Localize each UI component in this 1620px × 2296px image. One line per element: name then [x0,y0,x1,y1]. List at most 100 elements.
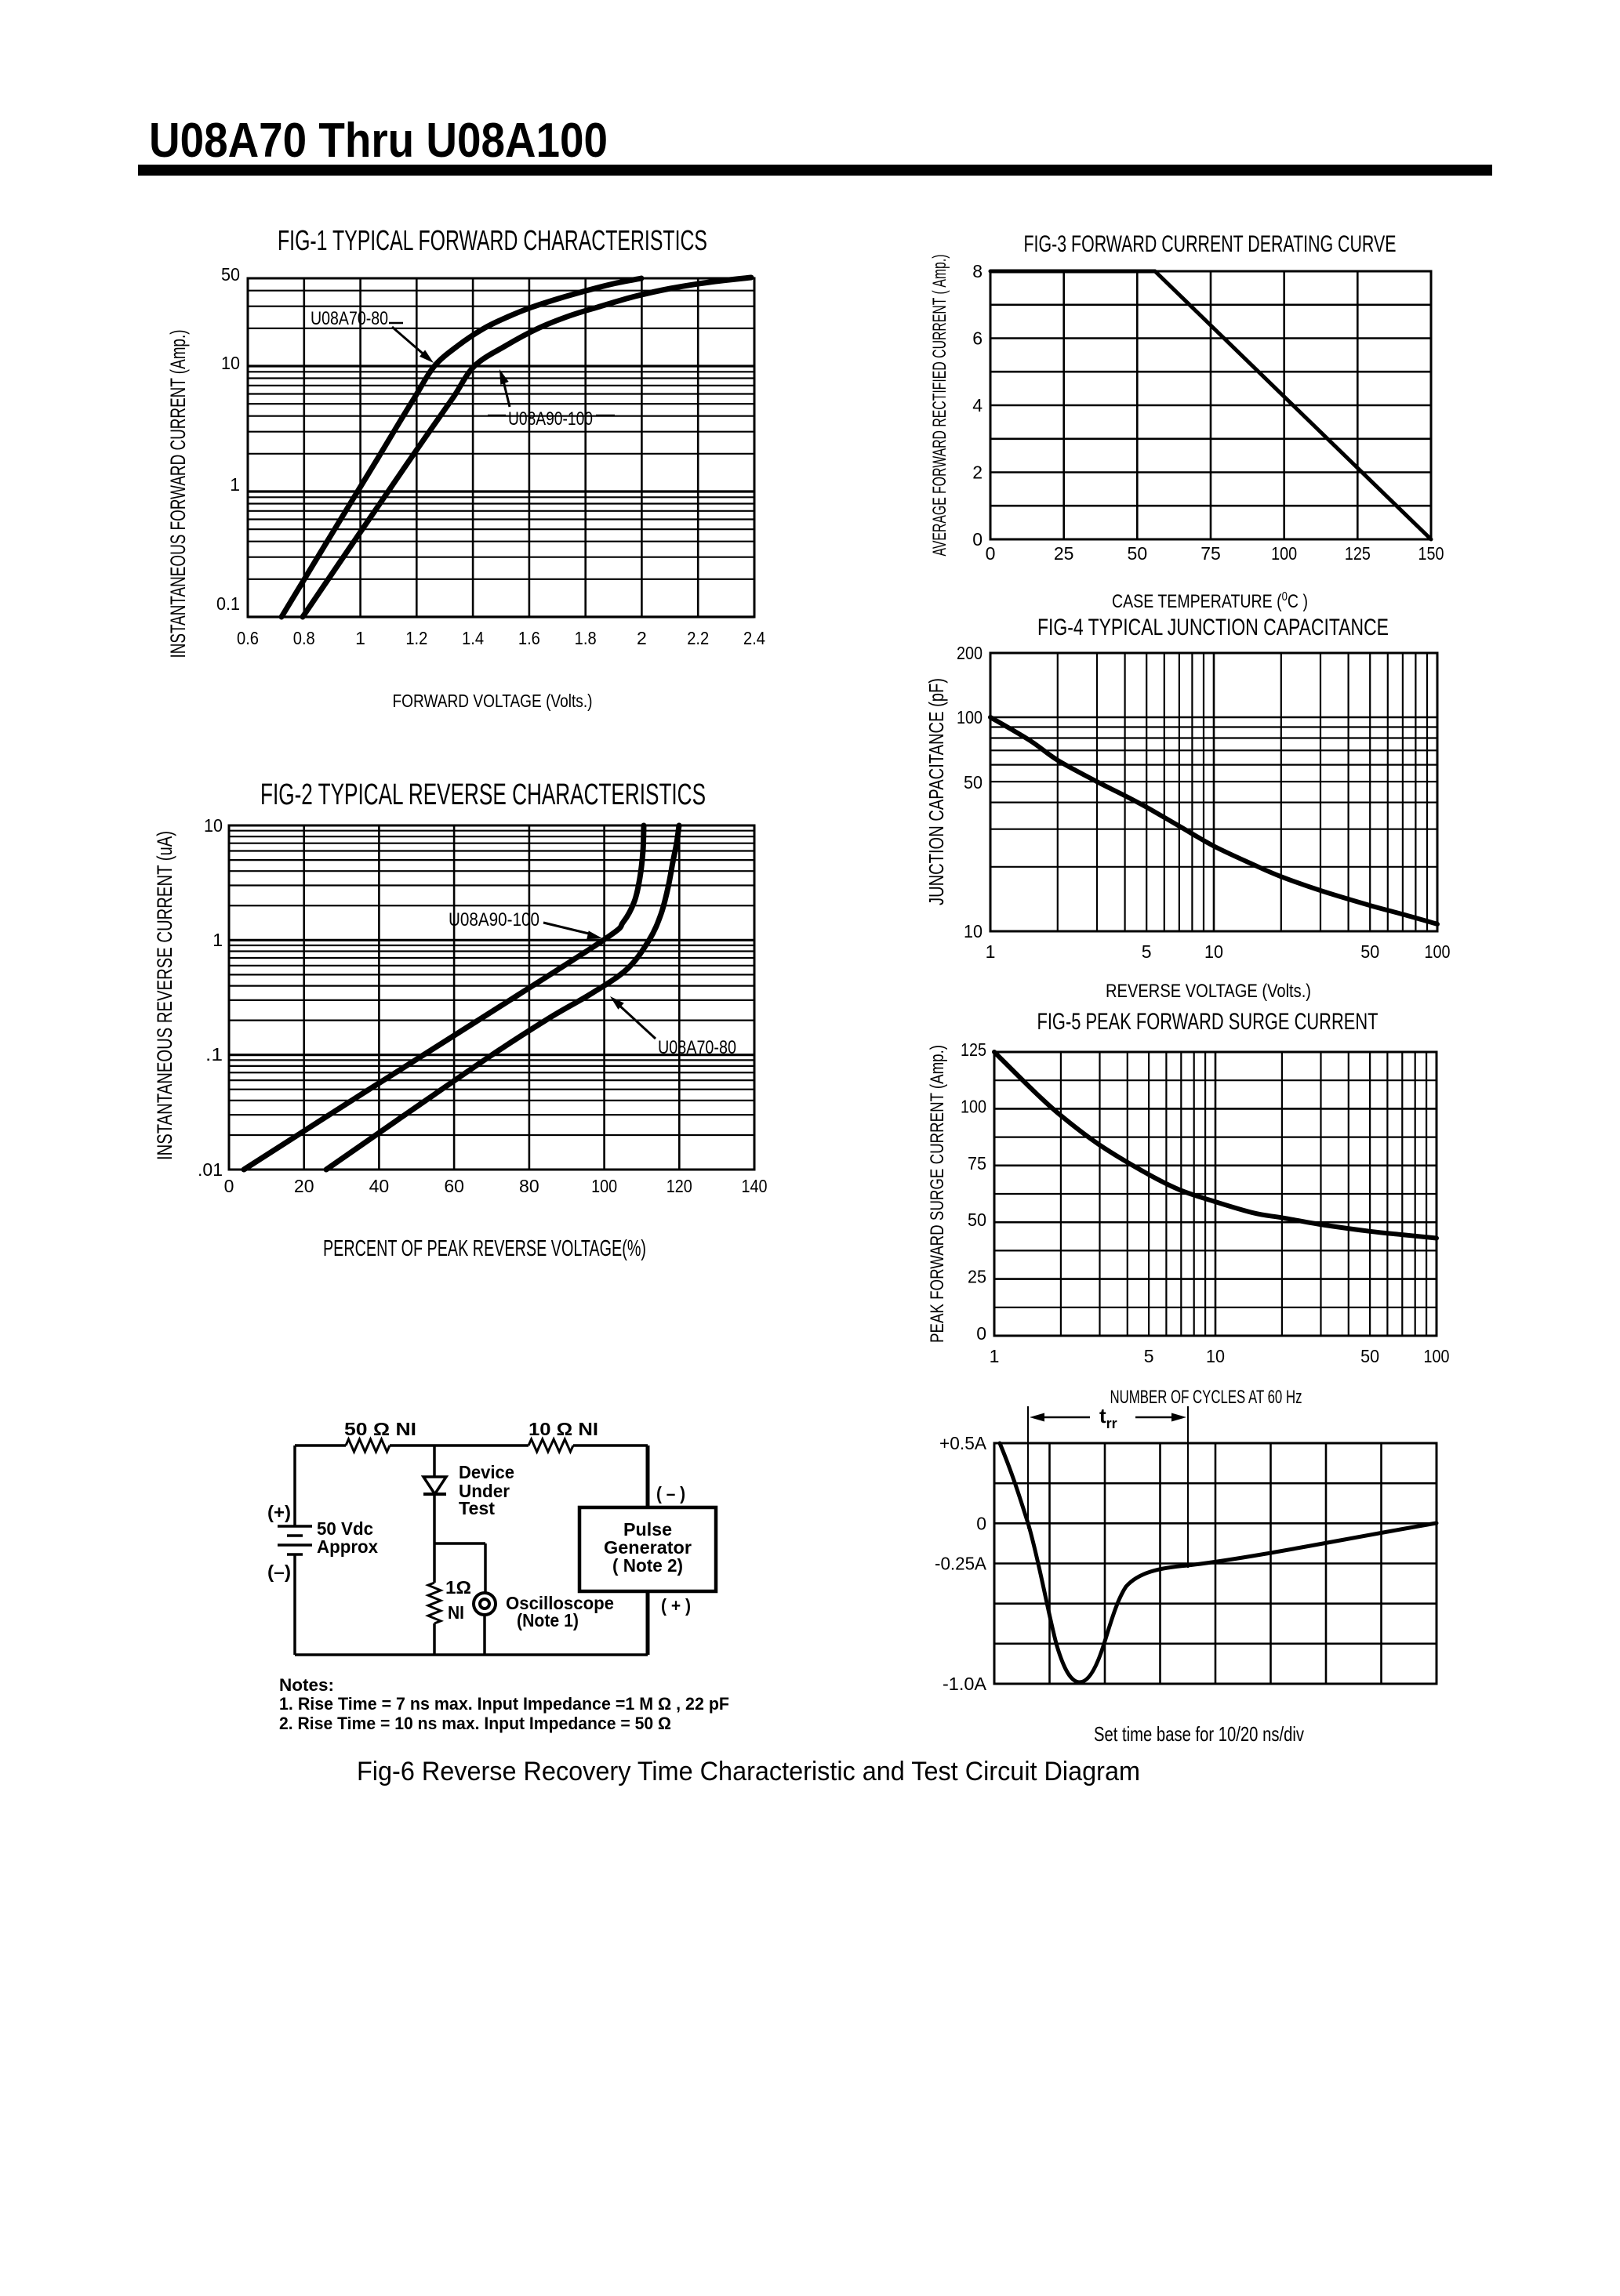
svg-text:5: 5 [1142,941,1152,962]
svg-text:Test: Test [459,1498,495,1518]
svg-text:PERCENT OF PEAK REVERSE VOLTAG: PERCENT OF PEAK REVERSE VOLTAGE(%) [323,1236,646,1261]
svg-text:75: 75 [1200,543,1221,564]
svg-text:200: 200 [957,643,983,663]
svg-text:10: 10 [221,353,240,373]
svg-text:60: 60 [444,1176,464,1196]
svg-text:10: 10 [1206,1346,1225,1366]
svg-text:PEAK FORWARD SURGE CURRENT (Am: PEAK FORWARD SURGE CURRENT (Amp.) [927,1045,948,1343]
svg-text:100: 100 [1424,1346,1450,1366]
svg-text:.01: .01 [198,1159,223,1180]
svg-text:2: 2 [637,628,647,648]
svg-text:Under: Under [459,1481,510,1501]
svg-text:10 Ω NI: 10 Ω NI [528,1419,598,1439]
svg-text:50: 50 [964,772,983,793]
svg-text:0.8: 0.8 [293,628,315,648]
svg-text:1Ω: 1Ω [445,1577,471,1598]
svg-text:20: 20 [294,1176,314,1196]
svg-text:1.2: 1.2 [405,628,427,648]
svg-text:NI: NI [448,1602,464,1623]
svg-text:( – ): ( – ) [656,1483,685,1503]
svg-text:75: 75 [968,1153,986,1173]
svg-text:1: 1 [230,474,240,495]
svg-text:JUNCTION CAPACITANCE (pF): JUNCTION CAPACITANCE (pF) [924,678,948,905]
svg-text:4: 4 [972,395,983,415]
svg-text:U08A70-80: U08A70-80 [311,308,388,329]
svg-text:INSTANTANEOUS REVERSE CURRENT: INSTANTANEOUS REVERSE CURRENT (uA) [153,831,176,1160]
svg-text:50 Ω NI: 50 Ω NI [344,1419,416,1439]
svg-text:25: 25 [1054,543,1074,564]
svg-text:100: 100 [1271,543,1297,564]
svg-text:FIG-2 TYPICAL REVERSE CHARACTE: FIG-2 TYPICAL REVERSE CHARACTERISTICS [260,778,706,811]
svg-text:trr: trr [1099,1404,1117,1431]
svg-text:U08A70-80: U08A70-80 [658,1037,736,1058]
svg-text:1: 1 [212,930,223,950]
svg-text:FIG-5 PEAK FORWARD SURGE CURRE: FIG-5 PEAK FORWARD SURGE CURRENT [1037,1009,1378,1035]
svg-text:120: 120 [667,1176,692,1196]
svg-text:25: 25 [968,1267,986,1287]
svg-text:FIG-3 FORWARD CURRENT DERATING: FIG-3 FORWARD CURRENT DERATING CURVE [1024,231,1397,257]
svg-text:FORWARD VOLTAGE (Volts.): FORWARD VOLTAGE (Volts.) [393,691,593,711]
svg-text:2.2: 2.2 [687,628,709,648]
svg-text:0: 0 [986,543,996,564]
svg-text:50: 50 [1360,941,1379,962]
svg-text:2. Rise Time = 10 ns max. Inpu: 2. Rise Time = 10 ns max. Input Impedanc… [279,1714,671,1733]
svg-text:Notes:: Notes: [279,1675,334,1695]
svg-text:0.1: 0.1 [216,593,240,614]
svg-text:100: 100 [961,1096,986,1116]
svg-text:10: 10 [964,921,983,941]
svg-text:100: 100 [957,707,983,727]
svg-text:Approx: Approx [317,1536,378,1557]
svg-text:Fig-6 Reverse Recovery Time Ch: Fig-6 Reverse Recovery Time Characterist… [357,1757,1140,1786]
svg-text:NUMBER OF CYCLES AT 60 Hz: NUMBER OF CYCLES AT 60 Hz [1110,1387,1302,1408]
svg-text:( + ): ( + ) [661,1595,691,1616]
svg-text:6: 6 [972,328,983,349]
svg-text:0: 0 [972,529,983,550]
svg-text:FIG-4 TYPICAL JUNCTION CAPACIT: FIG-4 TYPICAL JUNCTION CAPACITANCE [1037,615,1389,640]
svg-text:8: 8 [972,261,983,281]
svg-text:.1: .1 [205,1044,223,1065]
svg-text:Pulse: Pulse [623,1519,672,1540]
svg-text:40: 40 [369,1176,390,1196]
svg-text:1.8: 1.8 [575,628,597,648]
svg-text:(–): (–) [267,1561,291,1582]
svg-text:0.6: 0.6 [237,628,259,648]
svg-text:-0.25A: -0.25A [935,1554,987,1574]
svg-text:1.4: 1.4 [462,628,484,648]
svg-text:1: 1 [986,941,996,962]
svg-text:125: 125 [1345,543,1371,564]
svg-text:50 Vdc: 50 Vdc [317,1518,373,1539]
svg-text:FIG-1 TYPICAL FORWARD CHARACTE: FIG-1 TYPICAL FORWARD CHARACTERISTICS [278,224,707,256]
svg-text:2: 2 [972,462,983,483]
svg-text:Set time base for 10/20 ns/di: Set time base for 10/20 ns/div [1094,1722,1304,1746]
svg-text:( Note 2): ( Note 2) [612,1555,683,1576]
svg-text:U08A70 Thru U08A100: U08A70 Thru U08A100 [149,114,608,168]
svg-text:0: 0 [224,1176,234,1196]
svg-text:REVERSE VOLTAGE (Volts.): REVERSE VOLTAGE (Volts.) [1106,981,1311,1002]
svg-text:80: 80 [519,1176,539,1196]
svg-text:(Note 1): (Note 1) [517,1610,579,1630]
svg-text:100: 100 [591,1176,617,1196]
svg-text:Device: Device [459,1462,514,1482]
svg-text:Oscilloscope: Oscilloscope [506,1593,614,1613]
svg-text:1.6: 1.6 [518,628,540,648]
svg-text:50: 50 [968,1210,986,1230]
svg-text:CASE TEMPERATURE (0C ): CASE TEMPERATURE (0C ) [1112,590,1308,612]
svg-text:5: 5 [1144,1346,1154,1366]
svg-text:10: 10 [204,815,223,836]
svg-text:125: 125 [961,1039,986,1060]
svg-text:150: 150 [1418,543,1444,564]
svg-text:-1.0A: -1.0A [943,1674,987,1694]
svg-text:140: 140 [742,1176,768,1196]
svg-text:1: 1 [990,1346,1000,1366]
svg-text:50: 50 [1128,543,1148,564]
svg-text:50: 50 [1360,1346,1379,1366]
svg-text:Generator: Generator [604,1537,692,1558]
svg-text:1: 1 [355,628,365,648]
svg-text:0: 0 [976,1323,986,1344]
svg-text:1. Rise Time = 7 ns max. Input: 1. Rise Time = 7 ns max. Input Impedance… [279,1694,729,1714]
svg-text:U08A90-100: U08A90-100 [508,408,593,430]
svg-text:0: 0 [976,1513,986,1533]
svg-text:AVERAGE FORWARD RECTIFIED CURR: AVERAGE FORWARD RECTIFIED CURRENT ( Amp.… [929,255,950,557]
svg-text:100: 100 [1425,941,1451,962]
svg-text:2.4: 2.4 [743,628,765,648]
